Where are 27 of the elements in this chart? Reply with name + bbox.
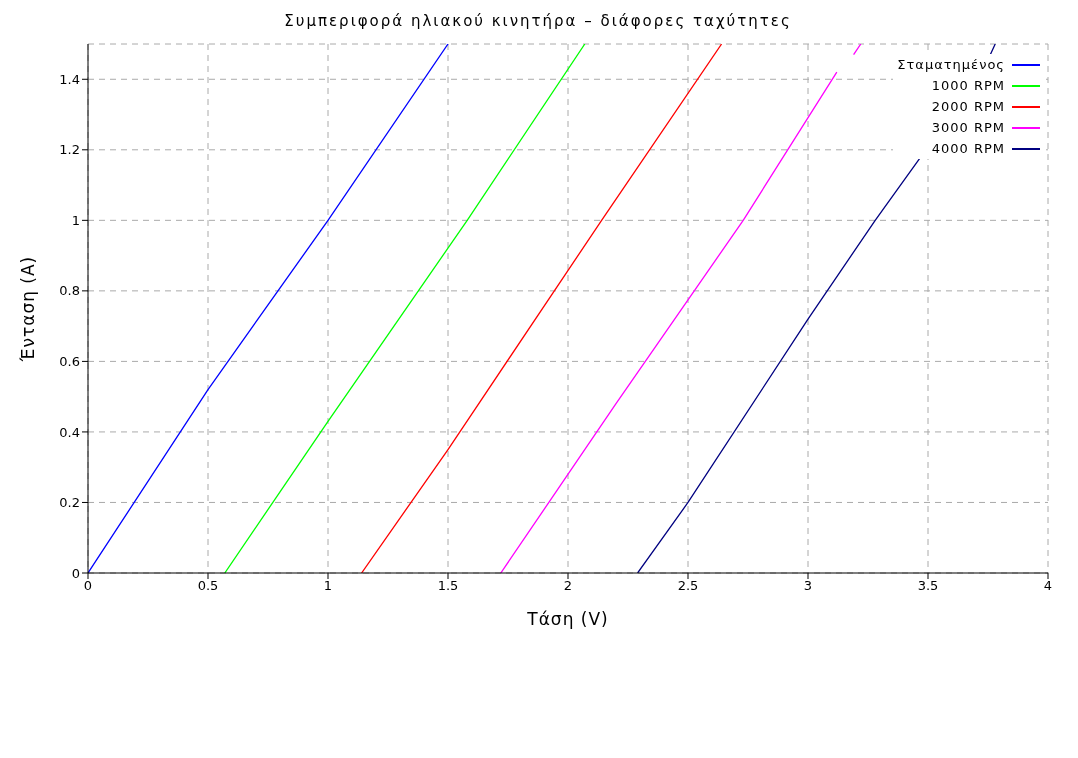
y-tick-label: 1.2 bbox=[59, 142, 80, 158]
x-tick-label: 1.5 bbox=[437, 578, 459, 594]
y-tick-label: 0 bbox=[71, 565, 80, 581]
line-series bbox=[224, 44, 586, 573]
y-tick-label: 1 bbox=[71, 212, 80, 228]
x-tick-label: 3 bbox=[803, 578, 813, 594]
legend-label: 4000 RPM bbox=[931, 141, 1005, 156]
x-tick-label: 0 bbox=[83, 578, 93, 594]
x-tick-label: 3.5 bbox=[917, 578, 939, 594]
x-tick-label: 4 bbox=[1043, 578, 1053, 594]
y-tick-label: 1.4 bbox=[59, 71, 80, 87]
x-axis-title: Τάση (V) bbox=[526, 609, 609, 629]
x-tick-label: 2.5 bbox=[677, 578, 699, 594]
y-tick-label: 0.6 bbox=[59, 354, 80, 370]
y-tick-label: 0.2 bbox=[59, 495, 80, 511]
legend-label: 1000 RPM bbox=[931, 78, 1005, 93]
x-tick-label: 2 bbox=[563, 578, 573, 594]
line-series bbox=[360, 44, 723, 573]
y-tick-label: 0.4 bbox=[59, 424, 80, 440]
legend-label: 2000 RPM bbox=[931, 99, 1005, 114]
y-axis-title: Ένταση (A) bbox=[18, 255, 39, 363]
x-tick-label: 1 bbox=[323, 578, 333, 594]
chart-title: Συμπεριφορά ηλιακού κινητήρα – διάφορες ταχύτητες bbox=[283, 11, 793, 32]
legend-label: 3000 RPM bbox=[931, 120, 1005, 135]
x-tick-label: 0.5 bbox=[197, 578, 219, 594]
legend-label: Σταματημένος bbox=[897, 57, 1005, 72]
y-tick-label: 0.8 bbox=[59, 283, 80, 299]
